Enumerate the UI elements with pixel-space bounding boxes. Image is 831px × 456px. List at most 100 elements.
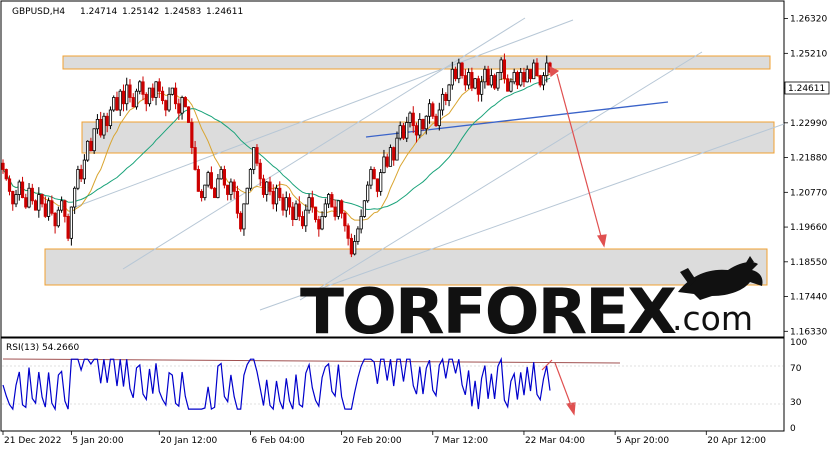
candle-body <box>82 159 86 180</box>
ma-slow-line <box>2 77 551 211</box>
candle-body <box>108 109 113 127</box>
candle <box>349 233 353 258</box>
price-tick-label: 1.17440 <box>790 293 827 303</box>
candle <box>359 209 363 234</box>
time-axis: 21 Dec 2022 5 Jan 20:00 20 Jan 12:00 6 Feb … <box>2 431 766 446</box>
candle-body <box>11 190 15 205</box>
candle-body <box>118 90 122 111</box>
candle <box>4 168 8 181</box>
candle-body <box>213 187 217 199</box>
candle <box>219 166 223 180</box>
candle <box>535 58 539 77</box>
candle-body <box>483 68 487 83</box>
candle-body <box>545 62 549 76</box>
candle-body <box>121 90 126 105</box>
candle-body <box>541 75 546 86</box>
candle <box>95 114 100 134</box>
candle <box>229 178 233 201</box>
candle-body <box>200 190 204 199</box>
candle-body <box>4 169 8 180</box>
candle-body <box>405 122 409 139</box>
candle-body <box>388 147 393 167</box>
candle-body <box>252 147 256 170</box>
candle <box>499 57 503 81</box>
candle <box>467 68 471 90</box>
current-price-tag <box>784 81 830 95</box>
candle-body <box>372 169 376 180</box>
candle <box>33 199 38 211</box>
candle-body <box>226 184 230 195</box>
candle <box>476 75 480 102</box>
candle-body <box>398 125 402 139</box>
candle-body <box>95 118 100 130</box>
candle-body <box>535 62 539 76</box>
candle-body <box>33 200 38 211</box>
time-tick-label: 21 Dec 2022 <box>4 436 62 446</box>
candle-body <box>60 200 64 211</box>
candle <box>50 195 54 216</box>
price-tick-label: 1.22990 <box>790 119 827 129</box>
candle-body <box>186 106 191 123</box>
candle-body <box>297 203 301 217</box>
candle-body <box>437 109 441 127</box>
candle <box>46 197 51 221</box>
candle <box>40 193 44 208</box>
candle <box>252 147 256 175</box>
candle-body <box>343 212 347 227</box>
rsi-tick-label: 100 <box>790 338 807 348</box>
candle <box>333 199 337 221</box>
candle <box>457 58 461 84</box>
candle <box>278 181 282 201</box>
candle <box>453 66 458 82</box>
candle-body <box>440 93 445 111</box>
price-tick-label: 1.21880 <box>790 154 827 164</box>
arrow-down-line <box>556 73 603 241</box>
candle-body <box>421 118 425 130</box>
candle-body <box>300 216 305 227</box>
candle <box>164 99 168 117</box>
candle-body <box>20 181 25 199</box>
candle-body <box>99 118 103 136</box>
rsi-panel <box>0 337 785 432</box>
candle-body <box>362 200 367 217</box>
candle <box>444 92 448 106</box>
candle-body <box>229 181 233 195</box>
candle <box>460 62 464 79</box>
candle <box>398 121 402 141</box>
time-tick-label: 22 Mar 04:00 <box>525 436 585 446</box>
time-tick-label: 7 Mar 12:00 <box>434 436 489 446</box>
candle-body <box>265 181 269 195</box>
candle <box>232 179 236 199</box>
candle <box>522 67 526 87</box>
candle-body <box>287 197 292 208</box>
candle-body <box>242 203 246 230</box>
candle-body <box>506 78 510 92</box>
candle <box>235 185 240 219</box>
candle <box>427 99 432 124</box>
candle-body <box>216 178 220 199</box>
candle <box>66 213 70 242</box>
candle <box>431 101 435 120</box>
candle <box>434 113 438 127</box>
candle <box>385 153 389 169</box>
candle-body <box>173 87 178 105</box>
candle <box>186 106 191 123</box>
candle <box>203 184 207 201</box>
time-tick-label: 5 Apr 20:00 <box>616 436 669 446</box>
candle <box>470 67 474 92</box>
candle-body <box>144 93 148 105</box>
candle <box>154 81 158 106</box>
candle <box>92 128 96 154</box>
ohlc-low: 1.24583 <box>164 7 201 17</box>
candle <box>414 122 419 143</box>
candle-body <box>457 62 461 80</box>
candle-body <box>486 68 490 86</box>
candle-body <box>203 184 207 199</box>
candle <box>392 146 396 166</box>
symbol-label: GBPUSD,H4 <box>12 7 65 17</box>
candle-body <box>333 206 337 217</box>
candle <box>447 83 451 107</box>
rsi-tick-label: 30 <box>790 398 802 408</box>
candle-body <box>470 72 474 89</box>
candle-body <box>274 187 279 205</box>
